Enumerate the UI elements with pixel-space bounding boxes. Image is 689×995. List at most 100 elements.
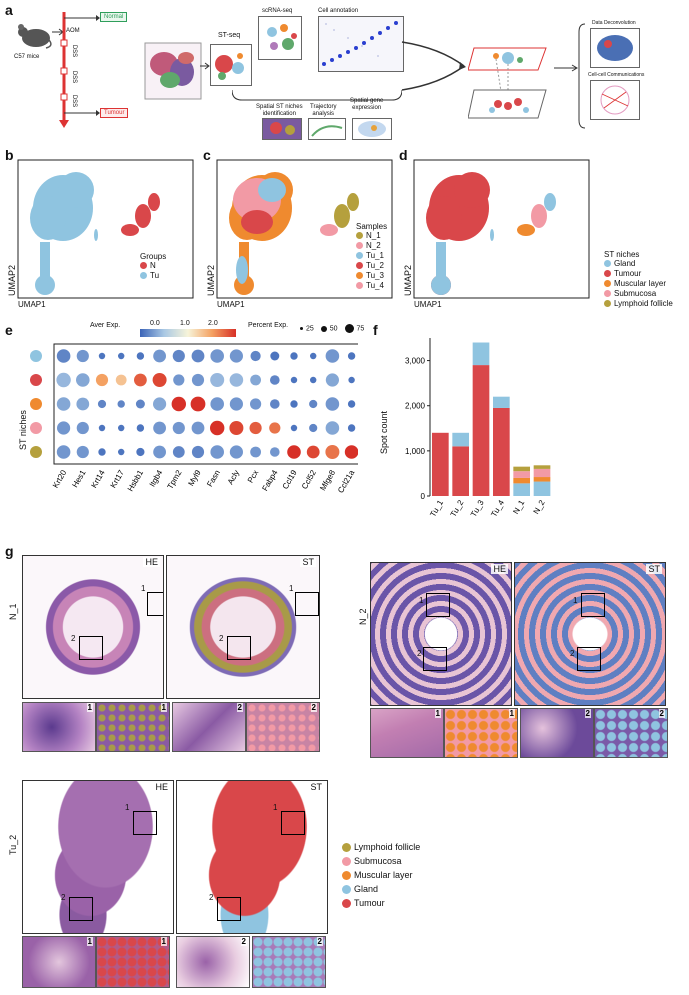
- dotplot-point: [76, 349, 89, 363]
- dss-label-2: DSS: [71, 70, 78, 84]
- dotplot-point: [344, 445, 358, 459]
- dotplot-point: [118, 352, 125, 360]
- dotplot-point: [76, 445, 89, 459]
- size-tick: 50: [329, 325, 338, 333]
- dotplot-point: [115, 374, 127, 386]
- deconvolution-image: [590, 28, 640, 68]
- dotplot-point: [97, 399, 107, 409]
- legend-samples: Samples N_1 N_2 Tu_1 Tu_2 Tu_3 Tu_4: [356, 222, 387, 291]
- gene-tick-label: Fasn: [205, 469, 222, 489]
- legend-label: N_1: [366, 231, 381, 240]
- size-legend-title: Percent Exp.: [248, 322, 289, 329]
- dotplot-point: [290, 376, 298, 384]
- dotplot-point: [309, 399, 318, 409]
- bar-segment: [533, 481, 551, 496]
- dotplot-point: [152, 373, 167, 387]
- dotplot-point: [290, 400, 298, 408]
- dotplot-point: [210, 420, 225, 436]
- dotplot-point: [98, 352, 106, 360]
- bar-segment: [493, 407, 510, 496]
- merge-arrows: [401, 41, 466, 91]
- stseq-label: ST-seq: [218, 32, 241, 39]
- size-tick: 75: [356, 325, 365, 333]
- roi-box-1: [281, 811, 305, 835]
- legend-item: Tu_3: [356, 271, 387, 281]
- zoom-number: 2: [236, 703, 243, 712]
- roi-box-1: [426, 593, 450, 617]
- bar-segment: [533, 465, 551, 469]
- dotplot-point: [290, 352, 298, 360]
- size-dot-icon: [320, 325, 327, 332]
- gene-tick-label: Krt17: [109, 468, 127, 490]
- he-image-n2: HE 1 2: [370, 562, 512, 706]
- legend-item: Tumour: [342, 896, 420, 910]
- zoom-st-n2-2: 2: [594, 708, 668, 758]
- dotplot-point: [347, 400, 356, 408]
- legend-dot-icon: [604, 260, 611, 268]
- dotplot-point: [250, 374, 261, 386]
- dotplot-point: [134, 373, 147, 387]
- he-image-n1: HE 1 2: [22, 555, 164, 699]
- dotplot-point: [76, 397, 90, 411]
- dotplot-point: [153, 421, 166, 435]
- st-image-tu2: ST 1 2: [176, 780, 328, 934]
- roi-number: 2: [61, 893, 66, 902]
- bar-y-tick-label: 1,000: [405, 447, 426, 456]
- legend-label: Tumour: [354, 898, 385, 908]
- analysis-bracket: [232, 89, 402, 101]
- legend-item: N: [140, 261, 166, 271]
- roi-number: 2: [209, 893, 214, 902]
- legend-dot-icon: [140, 262, 147, 270]
- dotplot-point: [210, 397, 224, 411]
- legend-title: ST niches: [604, 250, 640, 259]
- dotplot-point: [306, 445, 320, 459]
- panel-label-b: b: [5, 147, 14, 163]
- umap-d-xlabel: UMAP1: [414, 300, 442, 309]
- umap-c-ylabel: UMAP2: [206, 264, 216, 296]
- legend-label: Tu_1: [366, 251, 384, 260]
- bar-category-label: Tu_3: [469, 498, 486, 519]
- roi-number: 2: [71, 634, 76, 643]
- size-dot-icon: [344, 324, 354, 333]
- legend-dot-icon: [604, 290, 611, 298]
- dotplot-point: [325, 349, 340, 363]
- zoom-he-tu2-1: 1: [22, 936, 96, 988]
- legend-item: Tu: [140, 271, 166, 281]
- bar-segment: [533, 477, 551, 482]
- legend-label: N_2: [366, 241, 381, 250]
- dotplot-point: [347, 352, 356, 360]
- legend-dot-icon: [342, 843, 351, 853]
- dotplot-point: [229, 445, 243, 459]
- dotplot-point: [210, 445, 224, 459]
- legend-item: Tu_1: [356, 251, 387, 261]
- legend-label: Gland: [354, 884, 379, 894]
- dotplot-point: [191, 445, 205, 459]
- dotplot-point: [57, 421, 71, 435]
- zoom-st-n1-2: 2: [246, 702, 320, 752]
- integration-image: [468, 47, 547, 119]
- roi-number: 1: [419, 596, 424, 605]
- roi-box-2: [423, 647, 447, 671]
- legend-dot-icon: [604, 270, 611, 278]
- dotplot-point: [270, 399, 280, 409]
- niche-marker: [30, 398, 42, 410]
- legend-dot-icon: [356, 242, 363, 250]
- bar-segment: [513, 477, 531, 484]
- zoom-number: 2: [240, 937, 247, 946]
- arrow-icon: [554, 64, 578, 72]
- zoom-number: 1: [508, 709, 515, 718]
- roi-box-1: [581, 593, 605, 617]
- bar-category-label: N_1: [511, 498, 526, 516]
- panel-label-f: f: [373, 322, 378, 338]
- legend-dot-icon: [342, 857, 351, 867]
- dotplot-point: [270, 375, 280, 385]
- roi-box-1: [133, 811, 157, 835]
- dotplot-point: [191, 373, 205, 387]
- legend-label: Submucosa: [354, 856, 402, 866]
- legend-dot-icon: [140, 272, 147, 280]
- legend-dot-icon: [342, 885, 351, 895]
- legend-dot-icon: [604, 300, 611, 308]
- roi-box-2: [227, 636, 251, 660]
- dotplot-point: [310, 352, 317, 360]
- roi-box-1: [295, 592, 319, 616]
